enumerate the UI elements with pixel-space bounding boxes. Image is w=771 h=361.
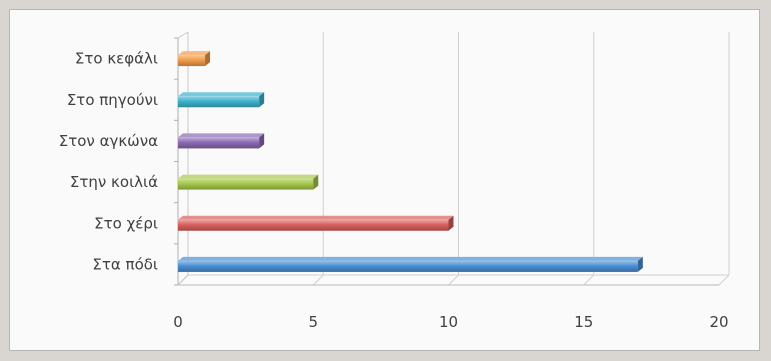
category-label: Στα πόδι <box>92 255 158 273</box>
bar-front-face <box>178 137 260 149</box>
x-tick-label: 0 <box>173 313 183 331</box>
x-tick-label: 5 <box>308 313 318 331</box>
x-tick-label: 20 <box>709 313 728 331</box>
bar-5 <box>178 92 265 108</box>
bar-front-face <box>178 55 206 67</box>
chart-frame <box>9 9 760 351</box>
x-tick-label: 10 <box>439 313 458 331</box>
gridline-floor <box>583 274 595 286</box>
category-label: Στο κεφάλι <box>75 50 158 68</box>
bar-top-face <box>178 256 643 261</box>
category-label: Στον αγκώνα <box>59 132 158 150</box>
bar-4 <box>178 133 265 149</box>
bar-top-face <box>178 51 211 56</box>
bar-top-face <box>178 215 454 220</box>
bar-front-face <box>178 260 638 272</box>
bar-front-face <box>178 219 449 231</box>
bar-6 <box>178 51 211 67</box>
category-label: Στο πηγούνι <box>67 91 158 109</box>
axis-top-edge <box>177 31 189 39</box>
bar-top-face <box>178 174 319 179</box>
bar-front-face <box>178 178 314 190</box>
gridline-floor <box>718 274 730 286</box>
category-label: Στο χέρι <box>94 214 158 232</box>
bar-end-face <box>448 215 454 231</box>
bar-end-face <box>205 51 211 67</box>
gridline-floor <box>448 274 459 286</box>
bar-1 <box>178 256 643 272</box>
bar-3 <box>178 174 319 190</box>
bar-front-face <box>178 96 260 108</box>
bar-2 <box>178 215 454 231</box>
gridline-floor <box>312 274 324 286</box>
bar-end-face <box>637 256 643 272</box>
bar-end-face <box>259 133 265 149</box>
floor-left <box>177 274 189 286</box>
bar-top-face <box>178 133 265 138</box>
bar-end-face <box>313 174 319 190</box>
category-label: Στην κοιλιά <box>70 173 158 191</box>
bar-top-face <box>178 92 265 97</box>
x-tick-label: 15 <box>574 313 593 331</box>
bar-end-face <box>259 92 265 108</box>
